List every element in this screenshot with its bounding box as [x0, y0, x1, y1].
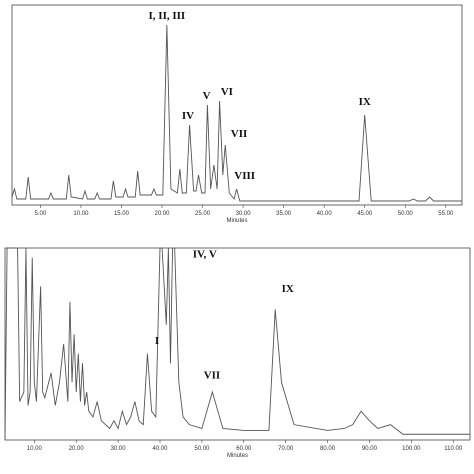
x-tick-label: 40.00 — [152, 446, 168, 452]
x-tick-label: 70.00 — [278, 446, 294, 452]
x-tick-label: 20.00 — [69, 446, 85, 452]
peak-label: VI — [221, 86, 233, 98]
x-tick-label: 55.00 — [438, 211, 454, 217]
x-tick-label: 80.00 — [320, 446, 336, 452]
peak-label: IV, V — [193, 248, 217, 260]
peak-label: I, II, III — [149, 10, 186, 22]
plot-frame — [4, 247, 471, 441]
peak-label: IV — [182, 110, 194, 122]
x-tick-label: 90.00 — [362, 446, 378, 452]
trace — [4, 247, 470, 441]
peak-label: IX — [282, 283, 294, 295]
x-tick-label: 10.00 — [73, 211, 89, 217]
x-tick-label: 50.00 — [194, 446, 210, 452]
peak-label: VIII — [234, 170, 255, 182]
x-tick-label: 15.00 — [114, 211, 130, 217]
x-tick-label: 110.00 — [444, 446, 463, 452]
peak-label: IX — [359, 96, 371, 108]
peak-label: VII — [204, 369, 221, 381]
x-tick-label: 60.00 — [236, 446, 252, 452]
x-tick-label: 50.00 — [398, 211, 414, 217]
peak-label: I — [155, 335, 159, 347]
x-tick-label: 100.00 — [402, 446, 421, 452]
x-axis-label: Minutes — [226, 218, 247, 224]
x-tick-label: 5.00 — [35, 211, 47, 217]
x-tick-label: 30.00 — [111, 446, 127, 452]
x-tick-label: 40.00 — [317, 211, 333, 217]
x-axis-label: Minutes — [227, 453, 248, 459]
x-tick-label: 45.00 — [357, 211, 373, 217]
x-tick-label: 10.00 — [27, 446, 43, 452]
x-tick-label: 25.00 — [195, 211, 211, 217]
x-tick-label: 35.00 — [276, 211, 292, 217]
x-tick-label: 30.00 — [236, 211, 252, 217]
peak-label: VII — [231, 128, 248, 140]
peak-label: V — [203, 90, 211, 102]
trace — [11, 24, 462, 202]
x-tick-label: 20.00 — [154, 211, 170, 217]
plot-frame — [11, 4, 463, 206]
